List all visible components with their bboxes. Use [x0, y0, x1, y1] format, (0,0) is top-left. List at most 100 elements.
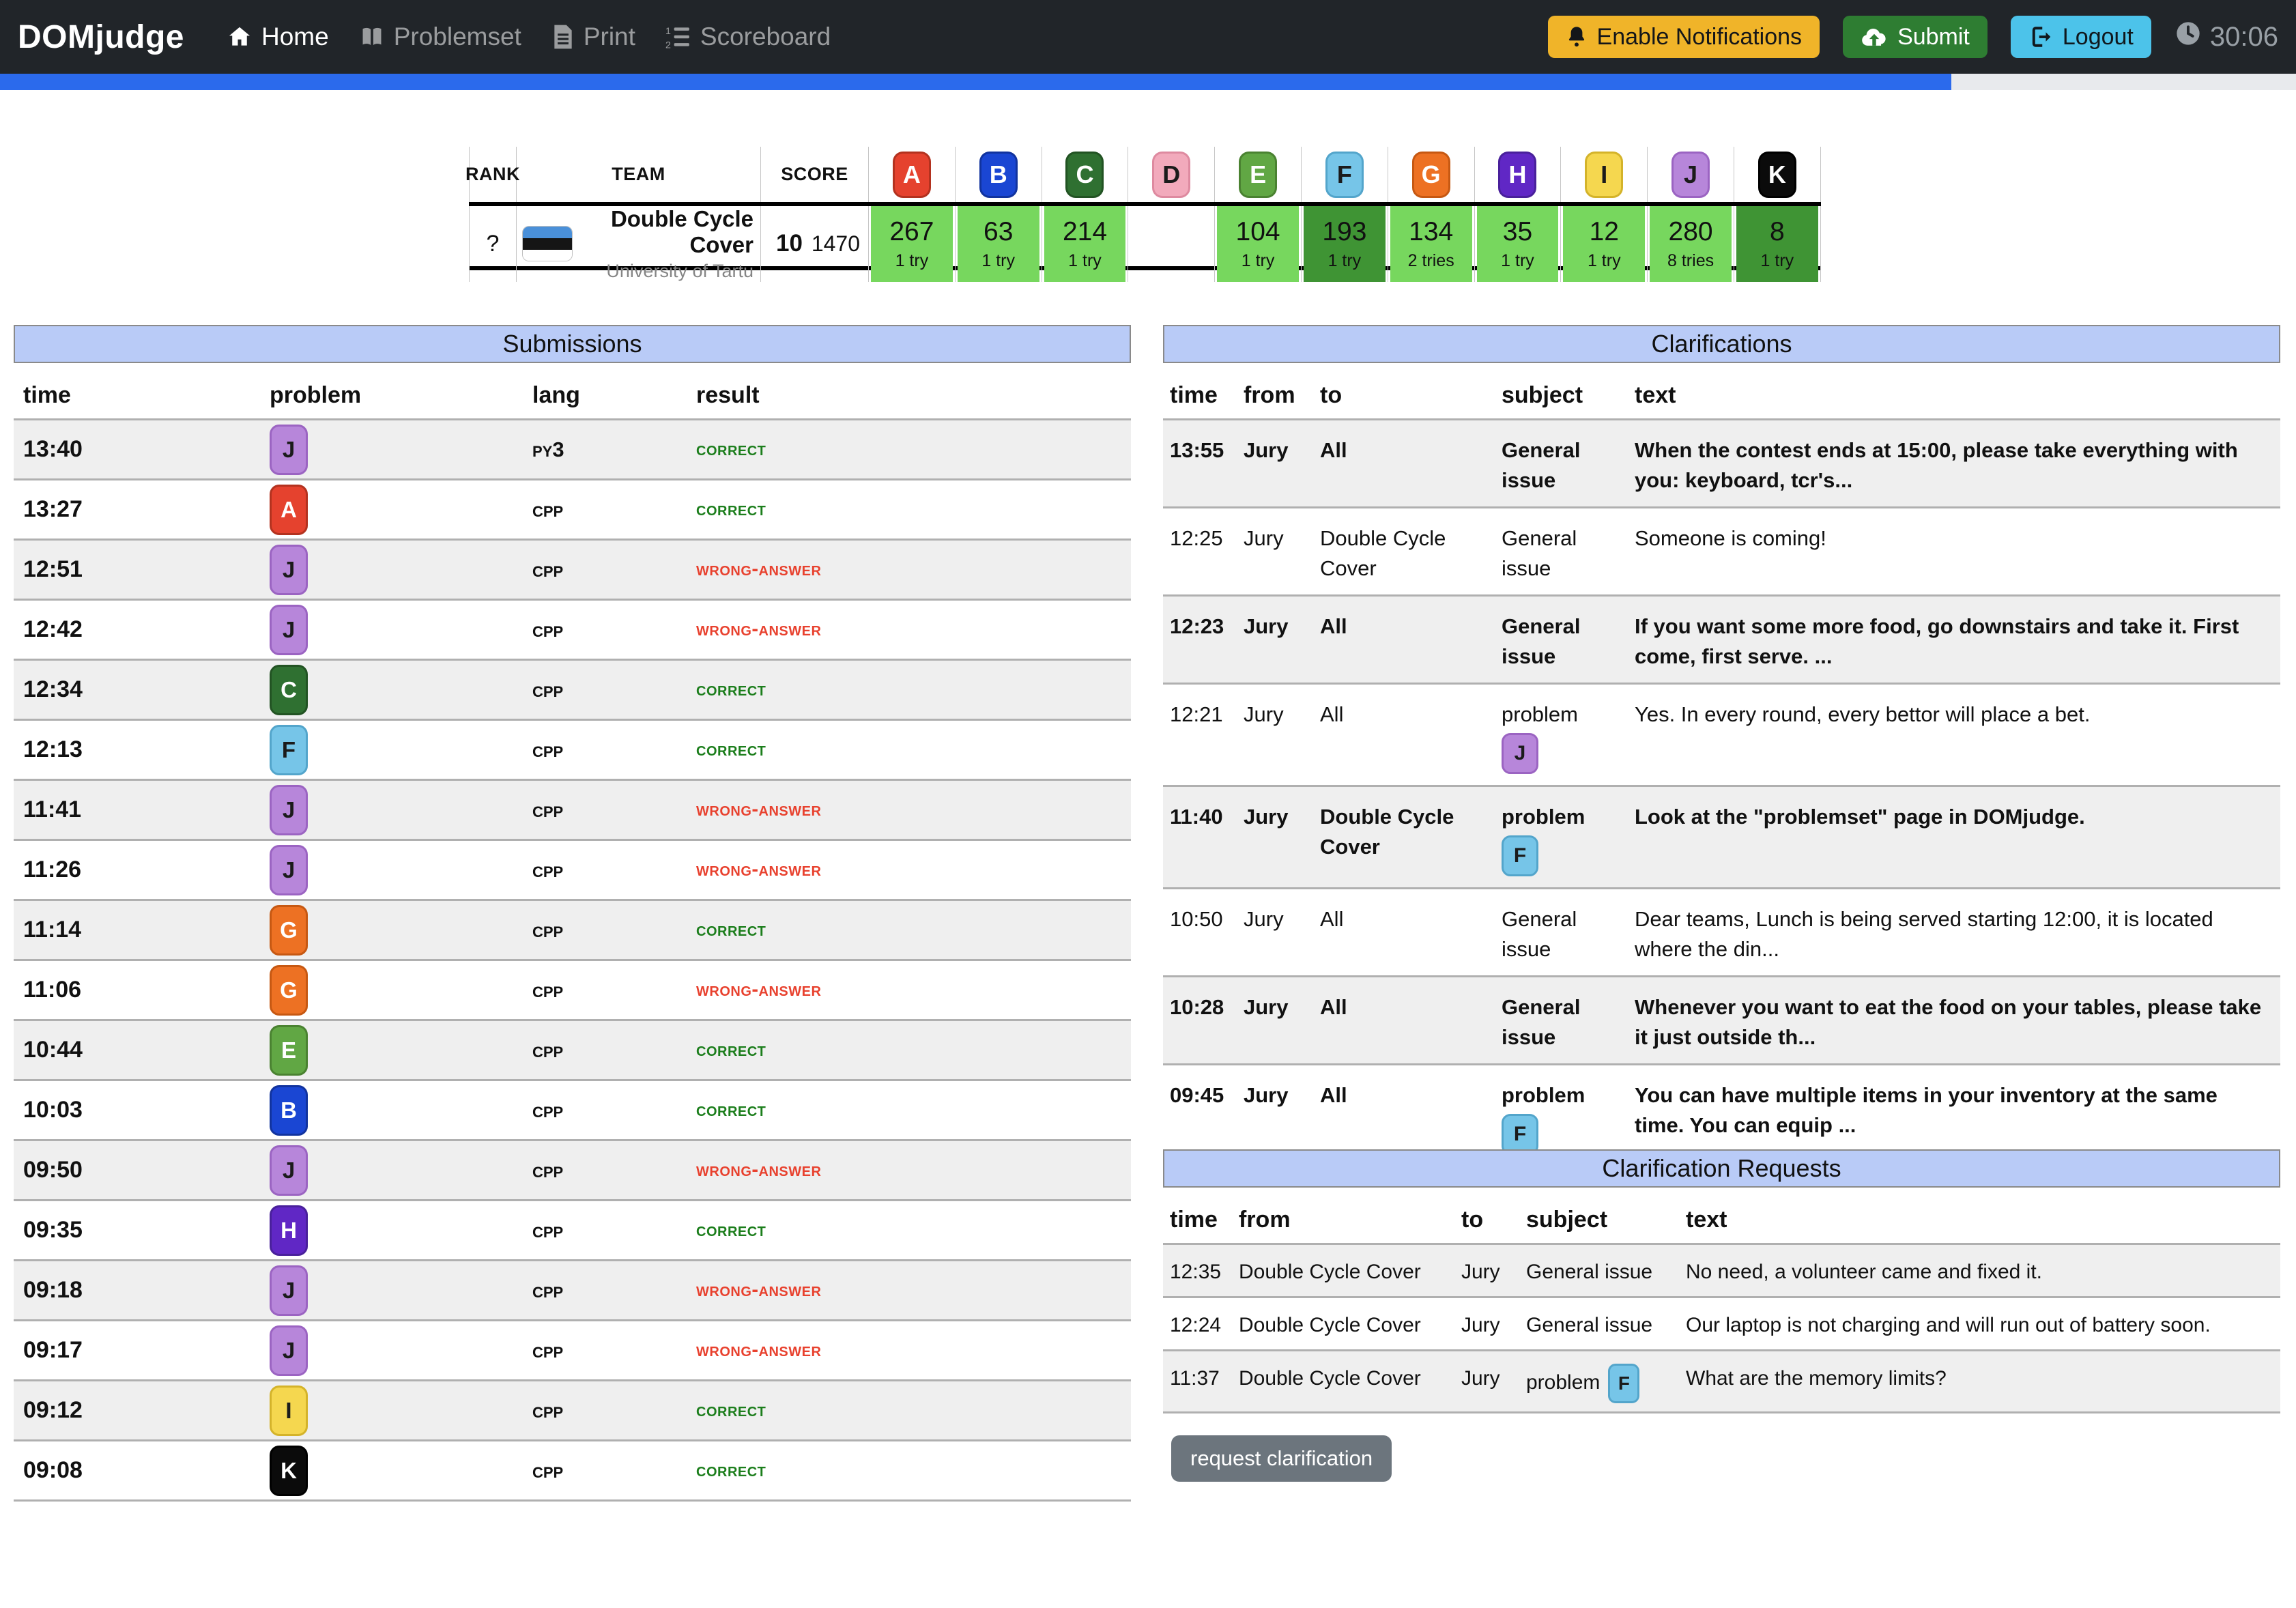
clarification-row[interactable]: 12:21 Jury All problem J Yes. In every ro…	[1163, 683, 2280, 785]
clarification-text: You can have multiple items in your inve…	[1635, 1083, 2218, 1137]
submission-lang: cpp	[532, 1338, 564, 1362]
problem-header-K: K	[1734, 147, 1821, 202]
submission-problem: J	[249, 1325, 532, 1376]
problem-badge: E	[270, 1024, 308, 1076]
clarification-from: Jury	[1244, 438, 1289, 462]
clarification-request-row[interactable]: 12:24 Double Cycle Cover Jury General is…	[1163, 1296, 2280, 1349]
submission-lang: cpp	[532, 1398, 564, 1422]
problem-badge-J: J	[1502, 733, 1538, 774]
nav-link-home[interactable]: Home	[227, 23, 329, 51]
submission-lang: cpp	[532, 677, 564, 702]
request-clarification-button[interactable]: request clarification	[1171, 1435, 1392, 1482]
team-score-cell: 10 1470	[761, 206, 869, 282]
request-from: Double Cycle Cover	[1239, 1314, 1421, 1336]
problem-badge: F	[270, 724, 308, 775]
problem-badge: J	[270, 544, 308, 595]
submission-problem: J	[249, 604, 532, 655]
column-header-subject: subject	[1526, 1207, 1608, 1233]
submission-lang: cpp	[532, 1458, 564, 1482]
clarifications-panel: Clarifications time from to subject text…	[1163, 325, 2280, 1168]
nav-link-problemset[interactable]: Problemset	[359, 23, 521, 51]
column-header-problem: problem	[270, 382, 362, 408]
submission-row: 10:44 E cpp correct	[14, 1019, 1131, 1079]
clarification-row[interactable]: 11:40 Jury Double Cycle Cover problem F L…	[1163, 785, 2280, 887]
score-cell-E: 104 1 try	[1215, 206, 1302, 282]
clarification-row[interactable]: 13:55 Jury All General issue When the co…	[1163, 418, 2280, 506]
submission-row: 09:35 H cpp correct	[14, 1199, 1131, 1259]
problem-badge-B: B	[979, 151, 1018, 198]
submission-lang: cpp	[532, 797, 564, 822]
clarifications-column-headers: time from to subject text	[1163, 363, 2280, 418]
submission-time: 09:12	[23, 1397, 83, 1423]
clarification-request-row[interactable]: 12:35 Double Cycle Cover Jury General is…	[1163, 1243, 2280, 1296]
problem-badge: J	[270, 1265, 308, 1316]
score-cell-I: 12 1 try	[1561, 206, 1648, 282]
clarification-from: Jury	[1244, 702, 1284, 726]
submission-problem: F	[249, 724, 532, 775]
problem-badge-I: I	[1585, 151, 1624, 198]
score-cell-H: 35 1 try	[1475, 206, 1562, 282]
submission-lang: cpp	[532, 737, 564, 762]
column-header-to: to	[1461, 1207, 1484, 1233]
clarification-from: Jury	[1244, 907, 1284, 931]
problem-header-H: H	[1475, 147, 1562, 202]
enable-notifications-button[interactable]: Enable Notifications	[1547, 16, 1820, 58]
clarification-row[interactable]: 09:45 Jury All problem F You can have mul…	[1163, 1063, 2280, 1166]
score-cell-K: 8 1 try	[1734, 206, 1821, 282]
clarification-request-row[interactable]: 11:37 Double Cycle Cover Jury problem F W…	[1163, 1349, 2280, 1411]
column-header-time: time	[1170, 1207, 1218, 1233]
logout-button[interactable]: Logout	[2010, 16, 2151, 58]
problem-badge-E: E	[1239, 151, 1278, 198]
clarification-time: 10:50	[1170, 907, 1223, 931]
home-icon	[227, 24, 253, 50]
submission-time: 12:34	[23, 676, 83, 702]
cell-score: 12	[1589, 216, 1619, 246]
submission-time: 09:35	[23, 1217, 83, 1243]
clarification-row[interactable]: 10:28 Jury All General issue Whenever yo…	[1163, 975, 2280, 1063]
column-header-from: from	[1244, 382, 1295, 408]
submission-result: correct	[696, 1099, 766, 1121]
clarification-row[interactable]: 12:23 Jury All General issue If you want…	[1163, 594, 2280, 683]
submission-row: 11:06 G cpp wrong-answer	[14, 959, 1131, 1019]
submission-lang: cpp	[532, 617, 564, 642]
submission-result: wrong-answer	[696, 558, 822, 580]
submission-problem: J	[249, 784, 532, 835]
submission-time: 09:50	[23, 1157, 83, 1183]
problem-badge: B	[270, 1085, 308, 1136]
cell-tries: 1 try	[1328, 250, 1362, 270]
submission-time: 10:03	[23, 1097, 83, 1123]
team-cell: Double Cycle Cover University of Tartu	[517, 206, 761, 282]
submission-problem: J	[249, 1145, 532, 1196]
remaining-time: 30:06	[2209, 21, 2278, 52]
submission-problem: G	[249, 904, 532, 956]
clarification-row[interactable]: 12:25 Jury Double Cycle Cover General is…	[1163, 506, 2280, 594]
cell-score: 280	[1668, 216, 1713, 246]
clarification-from: Jury	[1244, 995, 1289, 1019]
brand-logo[interactable]: DOMjudge	[18, 18, 184, 55]
clarification-subject: General issue	[1502, 614, 1581, 668]
cloud-upload-icon	[1861, 25, 1888, 48]
clarification-to: Double Cycle Cover	[1320, 805, 1454, 859]
book-icon	[359, 24, 385, 50]
problem-badge: H	[270, 1205, 308, 1256]
nav-link-print[interactable]: Print	[551, 23, 635, 51]
request-text: What are the memory limits?	[1686, 1367, 1947, 1390]
problem-header-J: J	[1648, 147, 1734, 202]
submission-lang: cpp	[532, 557, 564, 582]
submit-button[interactable]: Submit	[1843, 16, 1988, 58]
problem-badge-J: J	[1671, 151, 1710, 198]
submission-lang: cpp	[532, 1037, 564, 1062]
request-to: Jury	[1461, 1367, 1500, 1390]
cell-tries: 1 try	[1501, 250, 1534, 270]
scoreboard-team-row: ? Double Cycle Cover University of Tartu…	[469, 206, 1821, 282]
request-to: Jury	[1461, 1314, 1500, 1336]
problem-badge: A	[270, 484, 308, 535]
submission-problem: J	[249, 844, 532, 895]
request-time: 12:35	[1170, 1261, 1222, 1283]
cell-tries: 1 try	[895, 250, 929, 270]
submissions-rows: 13:40 J py3 correct 13:27 A cpp correct …	[14, 418, 1131, 1502]
clarification-row[interactable]: 10:50 Jury All General issue Dear teams,…	[1163, 887, 2280, 975]
request-subject: General issue	[1526, 1261, 1653, 1283]
submission-row: 09:12 I cpp correct	[14, 1379, 1131, 1439]
